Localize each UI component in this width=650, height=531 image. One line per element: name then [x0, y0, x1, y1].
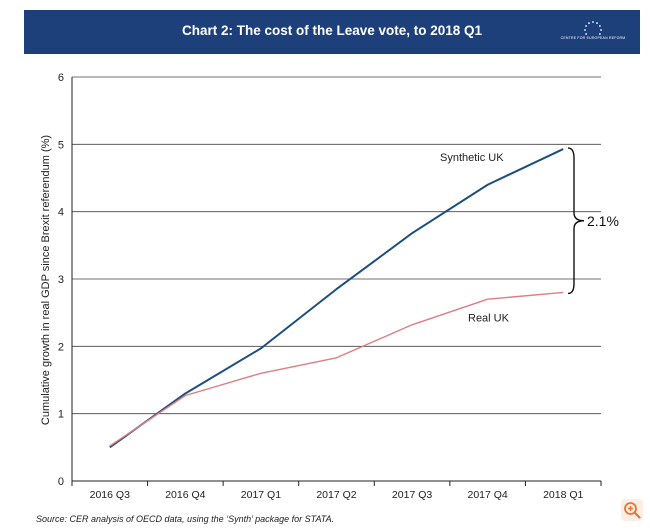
series-label: Synthetic UK: [440, 152, 504, 164]
zoom-button[interactable]: [621, 499, 643, 521]
logo-text: CENTRE FOR EUROPEAN REFORM: [560, 36, 626, 40]
zoom-in-icon: [624, 502, 641, 519]
x-tick-label: 2018 Q1: [543, 489, 583, 501]
cer-logo: CENTRE FOR EUROPEAN REFORM: [556, 18, 630, 46]
series-line: [109, 291, 564, 447]
y-tick-label: 4: [58, 207, 64, 219]
x-tick-label: 2017 Q2: [316, 489, 356, 501]
x-tick-label: 2016 Q4: [165, 489, 205, 501]
y-tick-label: 6: [58, 72, 64, 84]
x-tick-label: 2017 Q1: [241, 489, 281, 501]
series-label: Real UK: [468, 312, 510, 324]
y-tick-label: 1: [58, 409, 64, 421]
y-axis-label: Cumulative growth in real GDP since Brex…: [40, 134, 52, 426]
chart-header: Chart 2: The cost of the Leave vote, to …: [24, 10, 640, 54]
x-tick-label: 2017 Q4: [467, 489, 507, 501]
x-tick-label: 2017 Q3: [392, 489, 432, 501]
chart-title: Chart 2: The cost of the Leave vote, to …: [181, 23, 483, 38]
gap-brace: [567, 147, 585, 295]
series-line: [109, 148, 564, 449]
stars-icon: [584, 21, 602, 35]
gap-annotation: 2.1%: [587, 213, 619, 229]
y-tick-label: 5: [58, 139, 64, 151]
source-note: Source: CER analysis of OECD data, using…: [36, 514, 335, 524]
x-tick-label: 2016 Q3: [90, 489, 130, 501]
y-tick-label: 2: [58, 341, 64, 353]
y-tick-label: 0: [58, 476, 64, 488]
y-tick-label: 3: [58, 274, 64, 286]
